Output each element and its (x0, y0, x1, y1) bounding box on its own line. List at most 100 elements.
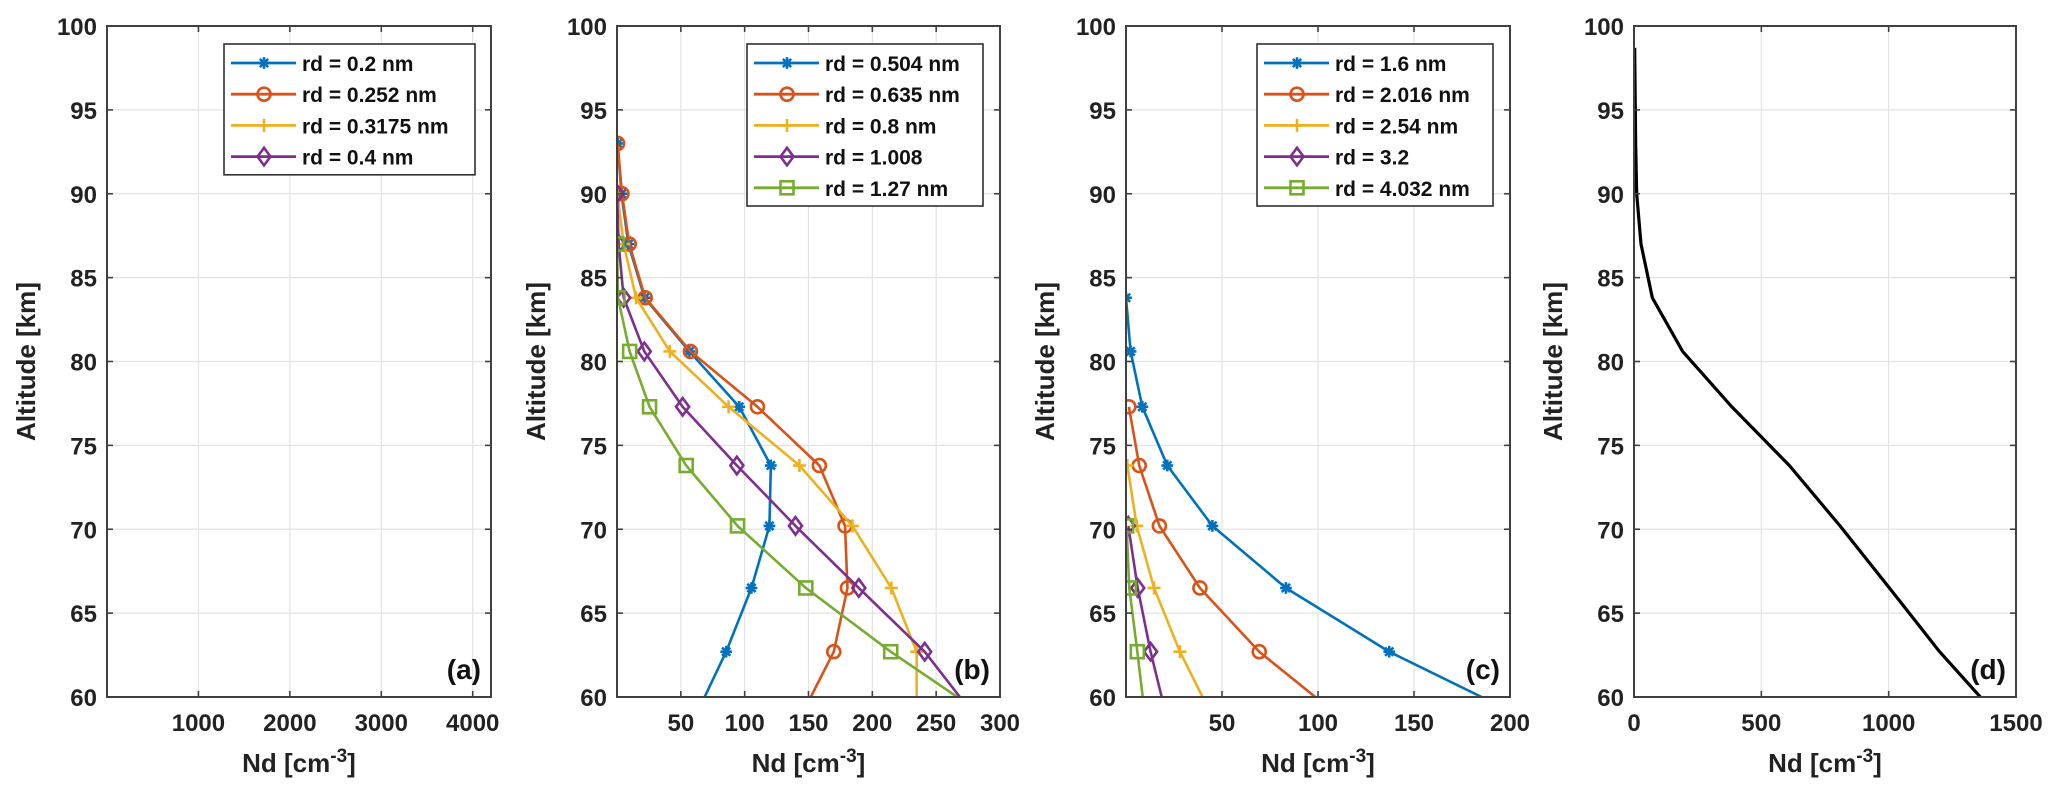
data-point (916, 640, 933, 663)
panel-tag-c: (c) (1466, 654, 1500, 685)
data-point (621, 343, 638, 360)
x-tick-label: 1000 (1862, 710, 1915, 737)
marker-stroke (765, 460, 776, 471)
series-total (1634, 47, 1982, 697)
y-tick-label: 100 (57, 14, 97, 41)
data-layer (1634, 47, 1982, 697)
data-point (825, 643, 842, 660)
y-tick-label: 90 (70, 182, 97, 209)
data-point (729, 518, 746, 534)
legend-label: rd = 0.252 nm (302, 84, 437, 107)
data-point (1129, 577, 1146, 599)
x-tick-label: 1000 (172, 710, 225, 737)
data-point (636, 340, 653, 363)
legend-label: rd = 0.3175 nm (302, 115, 449, 138)
x-axis-label: Nd [cm-3] (1261, 746, 1375, 778)
y-tick-label: 60 (70, 685, 97, 712)
y-tick-label: 85 (580, 266, 607, 293)
y-tick-label: 80 (1597, 350, 1624, 377)
x-axis-label-superscript: -3 (1856, 746, 1873, 767)
legend-item: rd = 3.2 (1264, 145, 1409, 170)
data-point (792, 459, 806, 473)
data-point (1151, 518, 1168, 534)
legend: rd = 0.504 nm rd = 0.635 nm rd = 0.8 nm rd … (746, 43, 984, 207)
data-point (839, 580, 856, 596)
y-tick-label: 75 (580, 433, 607, 460)
data-point (787, 514, 804, 537)
data-point (617, 185, 630, 202)
x-axis-label-superscript: -3 (1349, 746, 1366, 767)
data-point (1126, 398, 1137, 415)
legend-item: rd = 1.6 nm (1264, 53, 1446, 76)
legend-marker (1289, 86, 1305, 102)
x-axis-label-bracket: ] (1873, 748, 1882, 778)
data-point (641, 398, 658, 415)
y-tick-label: 60 (1597, 685, 1624, 712)
x-tick-label: 150 (1394, 710, 1434, 737)
legend: rd = 0.2 nm rd = 0.252 nm rd = 0.3175 nm rd… (223, 43, 476, 176)
legend-label: rd = 3.2 (1335, 147, 1409, 170)
y-tick-label: 80 (1089, 350, 1116, 377)
legend-item: rd = 2.54 nm (1264, 115, 1458, 138)
x-tick-label: 4000 (446, 710, 499, 737)
series-line (1126, 525, 1144, 697)
data-point (749, 398, 766, 415)
legend-label: rd = 0.635 nm (825, 84, 960, 107)
legend-marker (1291, 57, 1303, 69)
legend-label: rd = 0.504 nm (825, 53, 960, 76)
legend-marker (256, 86, 272, 102)
x-axis-label-bracket: ] (347, 748, 356, 778)
y-tick-label: 90 (1597, 182, 1624, 209)
marker-stroke (764, 520, 775, 531)
y-axis-label: Altitude [km] (521, 282, 551, 441)
panel-d: 0 500 1000 1500 60 65 70 75 80 85 90 95 100 Nd [cm-3]… (1538, 14, 2043, 778)
data-point (845, 519, 859, 533)
data-point (663, 344, 677, 358)
legend-marker (257, 118, 271, 132)
y-tick-label: 75 (1597, 433, 1624, 460)
x-tick-label: 250 (916, 710, 956, 737)
x-axis-label-text: Nd [cm (242, 748, 330, 778)
y-tick-label: 80 (70, 350, 97, 377)
data-point (1383, 645, 1396, 658)
legend-marker (1288, 145, 1306, 168)
legend-label: rd = 2.54 nm (1335, 115, 1458, 138)
data-point (798, 580, 814, 596)
y-tick-label: 60 (580, 685, 607, 712)
legend-item: rd = 0.504 nm (754, 53, 960, 76)
marker-stroke (781, 57, 793, 69)
series-rd-2-54-nm (1126, 459, 1204, 697)
series-line (617, 193, 918, 697)
data-point (1251, 643, 1268, 660)
data-point (1129, 643, 1146, 660)
y-tick-label: 65 (1089, 601, 1116, 628)
legend-marker (779, 86, 795, 102)
data-point (733, 400, 746, 413)
legend-item: rd = 0.4 nm (231, 145, 413, 170)
marker-stroke (734, 401, 745, 412)
data-point (764, 459, 777, 472)
legend-label: rd = 1.008 (825, 147, 923, 170)
data-point (1147, 581, 1161, 595)
legend-label: rd = 0.8 nm (825, 115, 936, 138)
legend-item: rd = 0.635 nm (754, 84, 960, 107)
legend-marker (255, 145, 273, 168)
data-point (1126, 291, 1132, 304)
data-point (884, 581, 898, 595)
marker-stroke (746, 582, 757, 594)
legend-label: rd = 0.2 nm (302, 53, 413, 76)
legend-marker (258, 57, 270, 69)
legend-marker (1289, 180, 1305, 196)
marker-stroke (721, 646, 732, 657)
y-tick-label: 90 (580, 182, 607, 209)
series-line (617, 143, 849, 697)
x-tick-label: 200 (852, 710, 892, 737)
y-tick-label: 70 (580, 517, 607, 544)
data-point (617, 289, 626, 306)
marker-stroke (258, 57, 270, 69)
series-line (617, 244, 958, 697)
series-rd-2-016-nm (1126, 398, 1317, 697)
y-tick-label: 75 (1089, 433, 1116, 460)
data-point (1136, 400, 1149, 413)
